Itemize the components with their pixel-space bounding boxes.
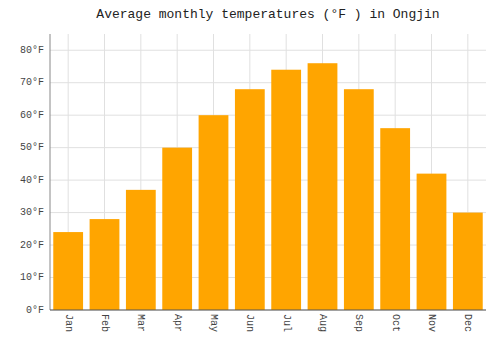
bar (453, 213, 483, 310)
bar (417, 174, 447, 310)
x-tick-label: Mar (135, 314, 146, 332)
y-axis-line (50, 34, 51, 310)
bar (162, 148, 192, 310)
y-grid-line (50, 147, 486, 148)
bar (308, 63, 338, 310)
y-tick-label: 30°F (20, 207, 44, 218)
x-tick-label: Jan (63, 314, 74, 332)
x-tick-label: Aug (317, 314, 328, 332)
title: Average monthly temperatures (°F ) in On… (96, 7, 439, 22)
y-tick-label: 80°F (20, 45, 44, 56)
bar (199, 115, 229, 310)
chart: 0°F 10°F 20°F 30°F 40°F 50°F 60°F 70°F 80°F Jan Fe… (0, 0, 500, 350)
bar (53, 232, 83, 310)
y-tick-label: 60°F (20, 110, 44, 121)
x-tick-label: Jul (281, 314, 292, 332)
bars (53, 63, 482, 310)
x-tick-label: Oct (390, 314, 401, 332)
x-tick-label: Sep (353, 314, 364, 332)
y-grid-line (50, 82, 486, 83)
x-tick-label: Nov (426, 314, 437, 332)
bar (271, 70, 301, 310)
y-tick-label: 70°F (20, 77, 44, 88)
x-tick-label: May (208, 314, 219, 332)
bar (126, 190, 156, 310)
y-tick-label: 20°F (20, 240, 44, 251)
y-grid-line (50, 50, 486, 51)
y-grid-line (50, 310, 486, 311)
x-tick-label: Dec (462, 314, 473, 332)
y-grid-line (50, 115, 486, 116)
bar (90, 219, 120, 310)
x-tick-label: Feb (99, 314, 110, 332)
bar (235, 89, 265, 310)
y-tick-label: 40°F (20, 175, 44, 186)
x-tick-label: Jun (244, 314, 255, 332)
bar (344, 89, 374, 310)
x-tick-label: Apr (172, 314, 183, 332)
x-axis-line (50, 310, 486, 311)
y-tick-label: 0°F (26, 305, 44, 316)
bar (380, 128, 410, 310)
y-tick-label: 10°F (20, 272, 44, 283)
y-tick-label: 50°F (20, 142, 44, 153)
grid (50, 34, 486, 310)
